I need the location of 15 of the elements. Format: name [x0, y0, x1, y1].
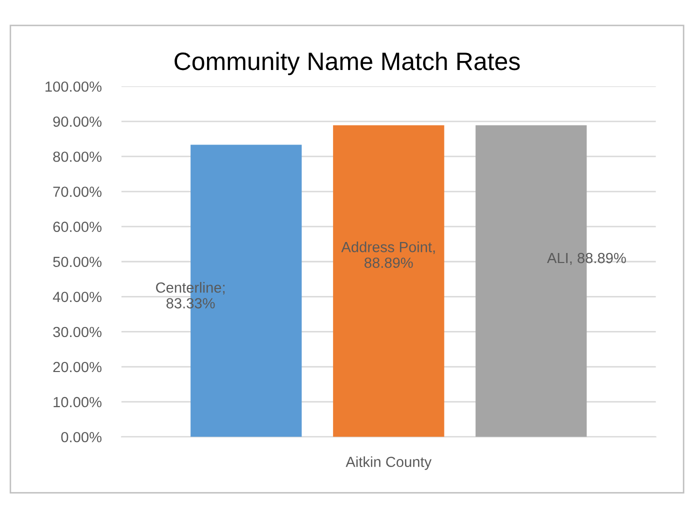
y-tick-label: 70.00%: [53, 186, 102, 197]
y-tick-label: 40.00%: [52, 292, 102, 302]
data-label: ALI, 88.89%: [547, 252, 626, 265]
x-tick-label: Aitkin County: [346, 456, 432, 470]
y-tick-label: 50.00%: [53, 256, 102, 268]
y-tick-label: 100.00%: [46, 81, 102, 92]
y-tick-label: 80.00%: [53, 152, 102, 162]
chart-title: Community Name Match Rates: [174, 52, 520, 76]
y-tick-label: 10.00%: [54, 396, 102, 408]
y-tick-label: 0.00%: [61, 432, 102, 442]
data-label: Address Point, 88.89%: [341, 242, 435, 268]
y-tick-label: 60.00%: [53, 222, 102, 232]
y-tick-label: 20.00%: [53, 362, 102, 372]
y-tick-label: 30.00%: [53, 326, 102, 338]
y-tick-label: 90.00%: [53, 116, 102, 127]
